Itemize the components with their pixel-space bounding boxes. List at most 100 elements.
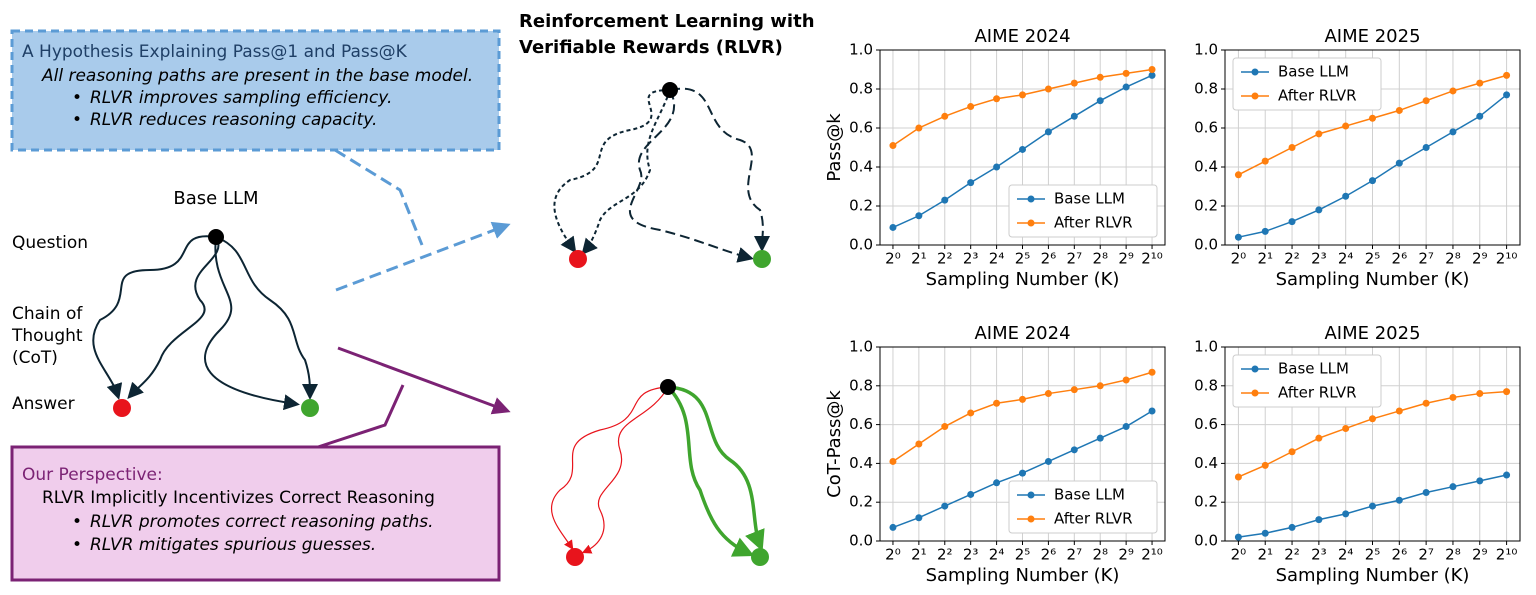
hypothesis-bullet: RLVR reduces reasoning capacity.: [90, 110, 377, 130]
x-tick-label: 2²: [1284, 546, 1300, 564]
data-point: [1070, 446, 1078, 454]
y-tick-label: 0.8: [1194, 376, 1218, 394]
y-tick-label: 0.4: [1194, 158, 1218, 176]
y-tick-label: 0.2: [849, 197, 873, 215]
data-point: [1019, 395, 1027, 403]
x-tick-label: 2⁰: [1231, 546, 1247, 564]
x-tick-label: 2⁶: [1392, 546, 1408, 564]
legend-box: [1008, 184, 1158, 238]
data-point: [941, 423, 949, 431]
x-tick-label: 2⁹: [1118, 250, 1134, 268]
data-point: [1315, 516, 1323, 524]
x-tick-label: 2⁷: [1067, 546, 1083, 564]
data-point: [1449, 87, 1457, 95]
connector: [334, 148, 424, 246]
data-point: [1422, 144, 1430, 151]
legend-label: Base LLM: [1278, 63, 1349, 81]
x-tick-label: 2⁵: [1015, 250, 1031, 268]
chart-title: AIME 2025: [1324, 323, 1420, 344]
hypothesis-bullet: RLVR improves sampling efficiency.: [90, 88, 392, 108]
data-point: [1503, 71, 1511, 79]
y-tick-label: 0.8: [849, 376, 873, 394]
y-tick-label: 0.2: [1194, 197, 1218, 215]
data-point: [1395, 106, 1403, 114]
data-point: [1019, 469, 1027, 477]
cot-label: Thought: [11, 326, 83, 346]
data-point: [1422, 489, 1430, 496]
data-point: [993, 479, 1001, 487]
legend-marker: [1251, 365, 1259, 373]
x-tick-label: 2⁸: [1445, 250, 1461, 268]
x-tick-label: 2⁰: [885, 250, 901, 268]
y-tick-label: 1.0: [1194, 338, 1218, 356]
data-point: [941, 196, 949, 204]
base-llm-label: Base LLM: [173, 188, 258, 209]
data-point: [1449, 393, 1457, 401]
x-tick-label: 2³: [963, 250, 979, 268]
data-point: [1395, 496, 1403, 504]
wrong-node: [566, 548, 584, 566]
data-point: [1342, 510, 1350, 518]
chart-title: AIME 2025: [1324, 26, 1420, 47]
y-tick-label: 1.0: [1194, 41, 1218, 59]
data-point: [915, 440, 923, 448]
rlvr-paths: [550, 385, 765, 557]
answer-label: Answer: [12, 394, 75, 414]
data-point: [1261, 227, 1269, 235]
x-tick-label: 2⁴: [989, 250, 1005, 268]
correct-node: [753, 250, 771, 268]
data-point: [1369, 415, 1377, 423]
data-point: [1342, 424, 1350, 432]
cot-label: Chain of: [12, 304, 83, 324]
x-tick-label: 2⁹: [1118, 546, 1134, 564]
data-point: [1261, 529, 1269, 537]
x-tick-label: 2⁹: [1472, 546, 1488, 564]
data-point: [1288, 523, 1296, 531]
perspective-bullet: RLVR mitigates spurious guesses.: [90, 535, 376, 555]
data-point: [1070, 112, 1078, 120]
x-tick-label: 2¹: [911, 546, 927, 564]
data-point: [1476, 79, 1484, 87]
x-tick-label: 2⁴: [989, 546, 1005, 564]
data-point: [1342, 192, 1350, 200]
data-point: [1096, 97, 1104, 105]
data-point: [1044, 128, 1052, 136]
plot-frame: [1224, 49, 1521, 246]
x-axis-label: Sampling Number (K): [1276, 565, 1470, 586]
data-point: [1476, 477, 1484, 485]
data-point: [1476, 390, 1484, 398]
x-tick-label: 2⁵: [1365, 250, 1381, 268]
rlvr-title: Verifiable Rewards (RLVR): [519, 37, 783, 58]
data-point: [889, 223, 897, 231]
perspective-bullet: RLVR promotes correct reasoning paths.: [90, 512, 434, 532]
y-tick-label: 0.8: [849, 80, 873, 98]
data-point: [1422, 399, 1430, 407]
x-tick-label: 2⁸: [1445, 546, 1461, 564]
wrong-node: [113, 399, 131, 417]
x-tick-label: 2⁰: [1231, 250, 1247, 268]
base-paths: [92, 235, 318, 411]
x-tick-label: 2⁷: [1067, 250, 1083, 268]
legend-marker: [1027, 515, 1035, 523]
x-axis-label: Sampling Number (K): [1276, 269, 1470, 290]
question-label: Question: [12, 233, 88, 253]
perspective-line: RLVR Implicitly Incentivizes Correct Rea…: [42, 488, 435, 508]
y-tick-label: 0.8: [1194, 80, 1218, 98]
y-tick-label: 0.4: [849, 158, 873, 176]
data-point: [967, 179, 975, 187]
data-point: [1234, 473, 1242, 481]
y-tick-label: 0.4: [1194, 454, 1218, 472]
start-node: [662, 82, 678, 98]
y-axis-label: CoT-Pass@k: [824, 390, 845, 498]
data-point: [1395, 407, 1403, 415]
x-tick-label: 2⁷: [1418, 250, 1434, 268]
x-tick-label: 2²: [937, 546, 953, 564]
correct-node: [301, 399, 319, 417]
data-point: [941, 112, 949, 120]
data-point: [1122, 376, 1130, 384]
cot-label: (CoT): [12, 348, 58, 368]
data-point: [1234, 533, 1242, 541]
wrong-node: [569, 250, 587, 268]
data-point: [1315, 130, 1323, 138]
data-point: [1096, 382, 1104, 390]
